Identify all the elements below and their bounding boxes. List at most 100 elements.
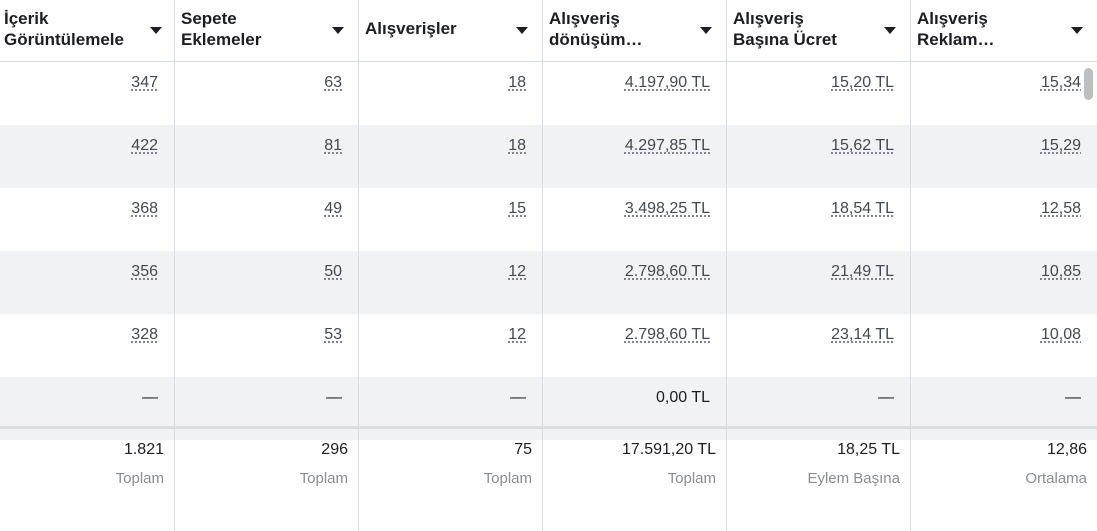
table-cell: 15 [359,188,542,251]
cell-value[interactable]: 12,58 [1040,200,1081,217]
table-cell: 49 [175,188,358,251]
cell-value: — [878,389,894,406]
table-cell: 328 [0,314,174,377]
column-header-label: İçerik Görüntülemele [4,9,124,49]
cell-value[interactable]: 23,14 TL [831,326,894,343]
cell-value[interactable]: 18 [508,74,526,91]
table-cell: — [0,377,174,440]
table-cell: — [359,377,542,440]
table-cell: 0,00 TL [543,377,726,440]
column-total: 296 Toplam [300,440,348,489]
total-value: 75 [514,441,532,458]
cell-value: — [142,389,158,406]
cell-value[interactable]: 4.297,85 TL [624,137,710,154]
table-cell: 422 [0,125,174,188]
table-cell: 347 [0,62,174,125]
table-cell: 63 [175,62,358,125]
row-bg-4 [0,251,1097,314]
column-content-views: İçerik Görüntülemele 347 422 368 356 328… [0,0,175,531]
vertical-scrollbar-thumb[interactable] [1084,68,1093,100]
cell-value[interactable]: 49 [324,200,342,217]
cell-value[interactable]: 15,20 TL [831,74,894,91]
sort-caret-icon[interactable] [516,27,528,34]
table-cell: — [175,377,358,440]
cell-value: — [510,389,526,406]
cell-value[interactable]: 328 [131,326,158,343]
sort-caret-icon[interactable] [700,27,712,34]
sort-caret-icon[interactable] [884,27,896,34]
total-label: Toplam [299,470,348,487]
cell-value[interactable]: 81 [324,137,342,154]
column-header-cost-per-purchase[interactable]: Alışveriş Başına Ücret [727,0,910,62]
row-bg-6 [0,377,1097,440]
column-header-label: Alışveriş Reklam… [917,9,995,49]
cell-value[interactable]: 50 [324,263,342,280]
table-cell: 12 [359,314,542,377]
column-purchase-roas: Alışveriş Reklam… 15,34 15,29 12,58 10,8… [911,0,1097,531]
cell-value[interactable]: 2.798,60 TL [624,326,710,343]
column-total: 1.821 Toplam [116,440,164,489]
cell-value[interactable]: 63 [324,74,342,91]
cell-value[interactable]: 12 [508,326,526,343]
sort-caret-icon[interactable] [1071,27,1083,34]
table-cell: 23,14 TL [727,314,910,377]
table-cell: 4.197,90 TL [543,62,726,125]
sort-caret-icon[interactable] [332,27,344,34]
table-cell: 10,08 [911,314,1097,377]
cell-value[interactable]: 15,29 [1040,137,1081,154]
cell-value[interactable]: 12 [508,263,526,280]
column-header-content-views[interactable]: İçerik Görüntülemele [0,0,174,62]
column-cost-per-purchase: Alışveriş Başına Ücret 15,20 TL 15,62 TL… [727,0,911,531]
table-cell: 2.798,60 TL [543,251,726,314]
total-label: Toplam [483,470,532,487]
table-cell: 15,62 TL [727,125,910,188]
table-cell: 21,49 TL [727,251,910,314]
table-cell: 15,29 [911,125,1097,188]
totals-divider [0,426,1097,429]
column-total: 75 Toplam [484,440,532,489]
table-cell: 356 [0,251,174,314]
cell-value[interactable]: 422 [131,137,158,154]
cell-value[interactable]: 53 [324,326,342,343]
table-cell: 15,20 TL [727,62,910,125]
cell-value: 0,00 TL [656,389,710,406]
cell-value[interactable]: 4.197,90 TL [624,74,710,91]
table-cell: 12 [359,251,542,314]
cell-value[interactable]: 18,54 TL [831,200,894,217]
cell-value[interactable]: 347 [131,74,158,91]
cell-value[interactable]: 356 [131,263,158,280]
cell-value[interactable]: 15,62 TL [831,137,894,154]
column-header-label: Alışveriş Başına Ücret [733,9,837,49]
cell-value[interactable]: 2.798,60 TL [624,263,710,280]
table-cell: 4.297,85 TL [543,125,726,188]
cell-value[interactable]: 368 [131,200,158,217]
sort-caret-icon[interactable] [150,27,162,34]
total-label: Ortalama [1025,470,1087,487]
row-bg-2 [0,125,1097,188]
cell-value[interactable]: 21,49 TL [831,263,894,280]
column-total: 17.591,20 TL Toplam [622,440,716,489]
cell-value[interactable]: 10,85 [1040,263,1081,280]
total-value: 18,25 TL [837,441,900,458]
cell-value: — [1065,389,1081,406]
cell-value[interactable]: 10,08 [1040,326,1081,343]
table-cell: 18,54 TL [727,188,910,251]
cell-value[interactable]: 18 [508,137,526,154]
column-header-purchase-conversion-value[interactable]: Alışveriş dönüşüm… [543,0,726,62]
column-purchase-conversion-value: Alışveriş dönüşüm… 4.197,90 TL 4.297,85 … [543,0,727,531]
table-cell: — [911,377,1097,440]
column-header-purchases[interactable]: Alışverişler [359,0,542,62]
table-cell: 3.498,25 TL [543,188,726,251]
cell-value[interactable]: 15 [508,200,526,217]
table-cell: 53 [175,314,358,377]
column-add-to-cart: Sepete Eklemeler 63 81 49 50 53 — 296 To… [175,0,359,531]
column-header-label: Sepete Eklemeler [181,9,262,49]
total-value: 296 [321,441,348,458]
table-cell: 50 [175,251,358,314]
cell-value[interactable]: 15,34 [1040,74,1081,91]
table-cell: 15,34 [911,62,1097,125]
column-header-add-to-cart[interactable]: Sepete Eklemeler [175,0,358,62]
table-cell: 10,85 [911,251,1097,314]
column-header-purchase-roas[interactable]: Alışveriş Reklam… [911,0,1097,62]
cell-value[interactable]: 3.498,25 TL [624,200,710,217]
